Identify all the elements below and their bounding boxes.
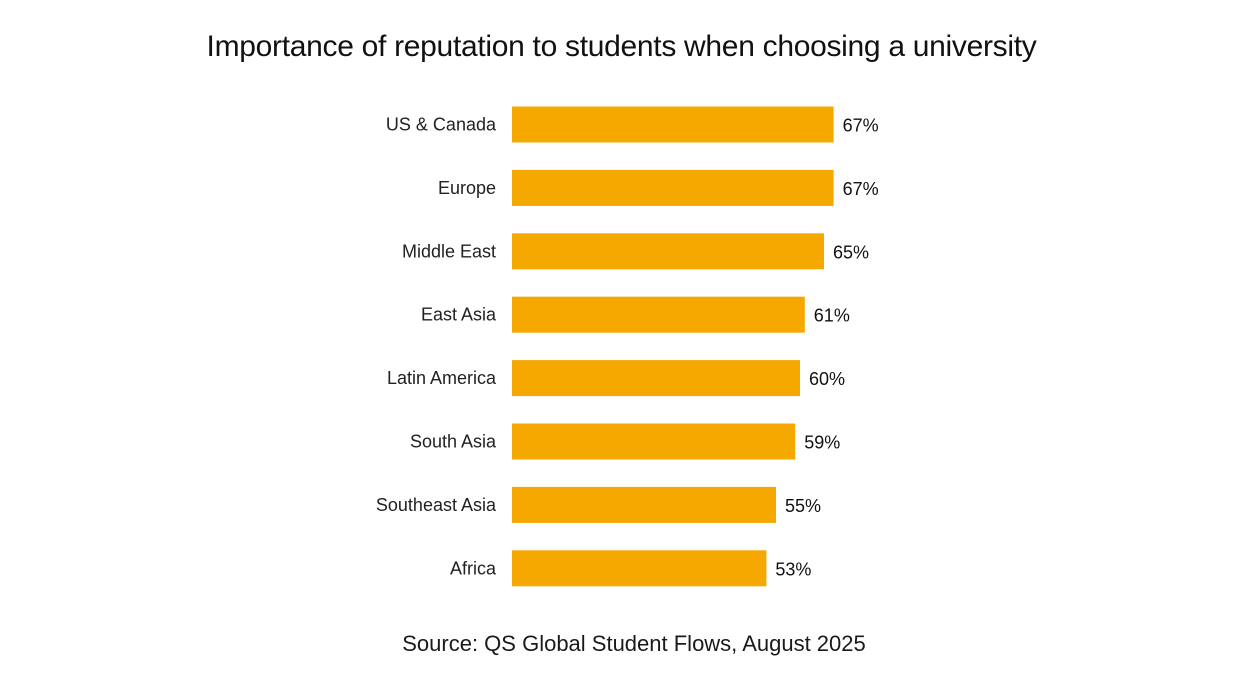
bar xyxy=(512,106,834,143)
category-label: Latin America xyxy=(387,368,497,388)
category-label: East Asia xyxy=(421,305,497,325)
bar xyxy=(512,233,824,270)
value-label: 61% xyxy=(814,306,850,326)
value-label: 53% xyxy=(775,559,811,579)
chart-title: Importance of reputation to students whe… xyxy=(206,30,1037,63)
category-label: US & Canada xyxy=(386,115,497,135)
category-label: Southeast Asia xyxy=(376,495,497,515)
value-label: 65% xyxy=(833,242,869,262)
value-label: 67% xyxy=(843,116,879,136)
bar xyxy=(512,360,800,397)
bar xyxy=(512,486,776,523)
category-label: South Asia xyxy=(410,432,497,452)
value-label: 59% xyxy=(804,433,840,453)
value-label: 67% xyxy=(843,179,879,199)
value-label: 55% xyxy=(785,496,821,516)
source-note: Source: QS Global Student Flows, August … xyxy=(402,631,866,656)
category-label: Africa xyxy=(450,558,497,578)
bar xyxy=(512,423,796,460)
bar xyxy=(512,550,767,587)
category-label: Europe xyxy=(438,178,496,198)
bar xyxy=(512,169,834,206)
category-label: Middle East xyxy=(402,241,496,261)
bar xyxy=(512,296,805,333)
value-label: 60% xyxy=(809,369,845,389)
